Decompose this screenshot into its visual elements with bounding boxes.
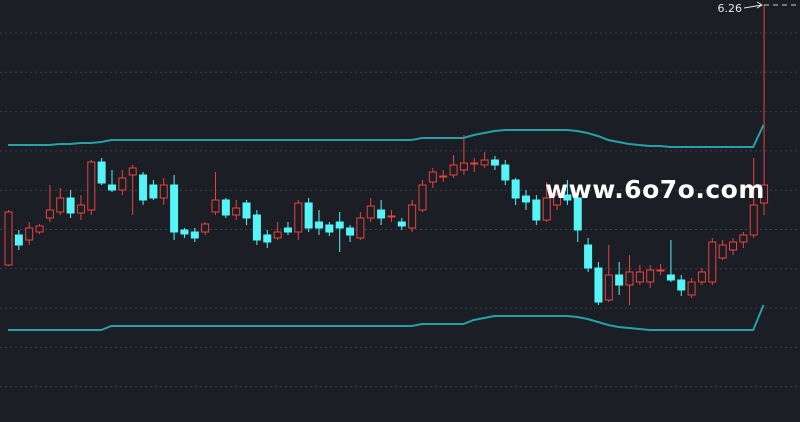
candle-body bbox=[180, 229, 189, 235]
candle-body bbox=[697, 271, 706, 283]
candle-body bbox=[635, 271, 644, 283]
candle-body bbox=[159, 184, 168, 199]
candle-body bbox=[687, 281, 696, 296]
candle-body bbox=[511, 179, 520, 199]
candle-body bbox=[221, 199, 230, 216]
candle-body bbox=[87, 161, 96, 211]
candle-body bbox=[625, 271, 634, 286]
candle-body bbox=[584, 244, 593, 269]
candle-body bbox=[563, 194, 572, 201]
candle-body bbox=[346, 227, 355, 236]
candle-body bbox=[211, 199, 220, 213]
candle-body bbox=[542, 197, 551, 221]
candle-body bbox=[418, 184, 427, 211]
upper-band bbox=[8, 124, 765, 148]
candle-body bbox=[263, 234, 272, 243]
candle-body bbox=[118, 177, 127, 191]
candle-body bbox=[128, 167, 137, 176]
candle-body bbox=[335, 221, 344, 229]
candle-body bbox=[428, 171, 437, 183]
candle-body bbox=[522, 195, 530, 203]
candle-body bbox=[646, 269, 655, 283]
candle-body bbox=[532, 199, 541, 221]
candle-body bbox=[366, 205, 375, 219]
candle-body bbox=[242, 202, 251, 219]
candle-body bbox=[76, 204, 85, 214]
candle-body bbox=[480, 159, 489, 166]
candle-body bbox=[283, 227, 292, 233]
candle-body bbox=[108, 184, 116, 191]
candle-body bbox=[490, 159, 499, 166]
candle-body bbox=[449, 164, 458, 176]
candle-body bbox=[4, 211, 13, 266]
candle-body bbox=[97, 161, 106, 184]
candle-body bbox=[708, 241, 717, 283]
candle-body bbox=[315, 221, 323, 229]
watermark: www.6o7o.com bbox=[545, 175, 765, 204]
candle-body bbox=[501, 164, 510, 181]
candle-body bbox=[35, 225, 44, 233]
candle-body bbox=[749, 204, 758, 236]
candle-body bbox=[325, 224, 334, 233]
candle-body bbox=[139, 174, 148, 201]
candle-body bbox=[739, 234, 748, 243]
candle-body bbox=[594, 267, 603, 303]
candle-body bbox=[677, 279, 686, 291]
candle-body bbox=[294, 202, 303, 233]
candle-body bbox=[56, 197, 65, 213]
candle-body bbox=[25, 227, 34, 241]
candle-body bbox=[615, 274, 624, 286]
candle-body bbox=[232, 207, 241, 216]
candle-body bbox=[408, 204, 417, 229]
candle-body bbox=[252, 214, 261, 241]
candle-body bbox=[201, 223, 210, 233]
candle-body bbox=[553, 194, 562, 206]
candle-body bbox=[656, 269, 665, 272]
candle-body bbox=[387, 215, 396, 218]
candle-body bbox=[66, 197, 75, 214]
candle-body bbox=[397, 221, 406, 227]
candle-body bbox=[666, 274, 675, 281]
candle-body bbox=[356, 217, 365, 239]
candle-body bbox=[14, 234, 23, 246]
lower-band bbox=[8, 304, 765, 331]
annotation-label: 6.26 bbox=[718, 2, 743, 15]
candle-body bbox=[439, 175, 448, 178]
candle-body bbox=[573, 197, 582, 231]
candle-body bbox=[304, 202, 313, 229]
candle-body bbox=[45, 209, 54, 219]
candle-body bbox=[718, 244, 727, 259]
annotation-arrow bbox=[743, 1, 764, 9]
candle-body bbox=[273, 231, 282, 239]
candle-body bbox=[470, 162, 479, 165]
candle-body bbox=[149, 184, 158, 199]
candle-body bbox=[604, 274, 613, 301]
candle-body bbox=[459, 162, 468, 171]
candle-body bbox=[377, 209, 386, 219]
candle-body bbox=[190, 231, 199, 239]
candle-body bbox=[170, 184, 179, 233]
candle-body bbox=[760, 184, 769, 204]
candle-body bbox=[729, 241, 737, 251]
